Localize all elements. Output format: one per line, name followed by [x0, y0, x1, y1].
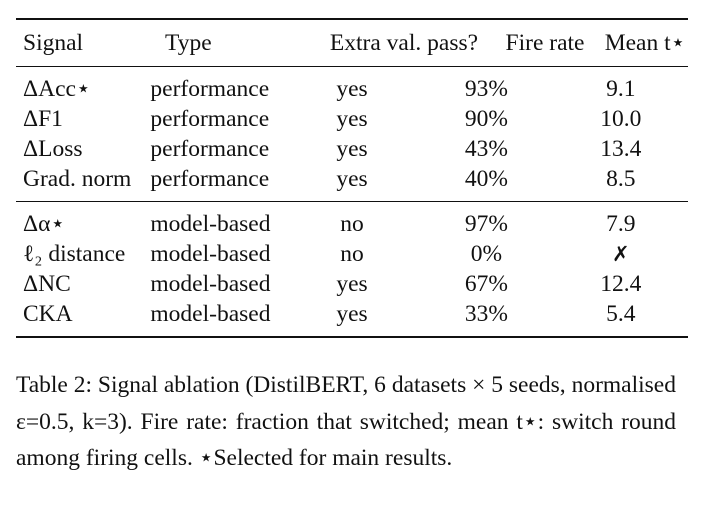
extra-val-pass-cell: yes — [336, 76, 368, 102]
group-rule — [16, 201, 688, 202]
mean-t-cell: 9.1 — [606, 76, 636, 102]
fire-rate-cell: 33% — [464, 301, 508, 327]
top-rule — [16, 18, 688, 20]
header-mean-t: Mean t⋆ — [604, 30, 686, 56]
fire-rate-cell: 0% — [470, 241, 503, 267]
fire-rate-cell: 43% — [464, 136, 508, 162]
table-row: ΔF1 performance yes 90% 10.0 — [16, 104, 688, 134]
fire-rate-cell: 40% — [464, 166, 508, 192]
group-performance: ΔAcc⋆ performance yes 93% 9.1 ΔF1 performance y… — [16, 67, 688, 201]
table-row: ΔNC model-based yes 67% 12.4 — [16, 269, 688, 299]
signal-cell: ΔLoss — [23, 136, 83, 162]
header-type: Type — [165, 30, 212, 56]
header-fire-rate: Fire rate — [505, 30, 585, 56]
header-extra-val-pass: Extra val. pass? — [329, 30, 479, 56]
signal-cell: Grad. norm — [23, 166, 132, 192]
table-caption: Table 2: Signal ablation (DistilBERT, 6 … — [16, 372, 676, 471]
header-rule — [16, 66, 688, 67]
table-row: Δα⋆ model-based no 97% 7.9 — [16, 209, 688, 239]
group-model-based: Δα⋆ model-based no 97% 7.9 ℓ₂ distance model-b… — [16, 202, 688, 336]
extra-val-pass-cell: yes — [336, 271, 368, 297]
type-cell: performance — [150, 136, 270, 162]
fire-rate-cell: 93% — [464, 76, 508, 102]
signal-cell: ΔF1 — [23, 106, 63, 132]
extra-val-pass-cell: yes — [336, 301, 368, 327]
fire-rate-cell: 97% — [464, 211, 508, 237]
type-cell: performance — [150, 166, 270, 192]
mean-t-cell: 8.5 — [606, 166, 636, 192]
type-cell: performance — [150, 76, 270, 102]
header-signal: Signal — [23, 30, 84, 56]
mean-t-cell: 12.4 — [600, 271, 642, 297]
extra-val-pass-cell: no — [340, 241, 364, 267]
signal-cell: ΔNC — [23, 271, 71, 297]
mean-t-cell: 7.9 — [606, 211, 636, 237]
table-row: ΔLoss performance yes 43% 13.4 — [16, 134, 688, 164]
extra-val-pass-cell: no — [340, 211, 364, 237]
extra-val-pass-cell: yes — [336, 136, 368, 162]
bottom-rule — [16, 336, 688, 338]
table-row: ℓ₂ distance model-based no 0% ✗ — [16, 239, 688, 269]
table-row: CKA model-based yes 33% 5.4 — [16, 299, 688, 329]
mean-t-cell: 13.4 — [600, 136, 642, 162]
signal-cell: Δα⋆ — [23, 211, 66, 237]
table-row: ΔAcc⋆ performance yes 93% 9.1 — [16, 74, 688, 104]
signal-cell: ℓ₂ distance — [23, 241, 126, 267]
fire-rate-cell: 90% — [464, 106, 508, 132]
type-cell: model-based — [150, 271, 271, 297]
header-row: Signal Type Extra val. pass? Fire rate M… — [16, 20, 695, 66]
type-cell: model-based — [150, 301, 271, 327]
mean-t-cell: ✗ — [611, 242, 630, 266]
signal-cell: CKA — [23, 301, 73, 327]
mean-t-cell: 5.4 — [606, 301, 636, 327]
table-row: Grad. norm performance yes 40% 8.5 — [16, 164, 688, 194]
fire-rate-cell: 67% — [464, 271, 508, 297]
signal-cell: ΔAcc⋆ — [23, 76, 91, 102]
type-cell: performance — [150, 106, 270, 132]
type-cell: model-based — [150, 211, 271, 237]
mean-t-cell: 10.0 — [600, 106, 642, 132]
extra-val-pass-cell: yes — [336, 166, 368, 192]
type-cell: model-based — [150, 241, 271, 267]
extra-val-pass-cell: yes — [336, 106, 368, 132]
results-table: Signal Type Extra val. pass? Fire rate M… — [16, 18, 688, 338]
